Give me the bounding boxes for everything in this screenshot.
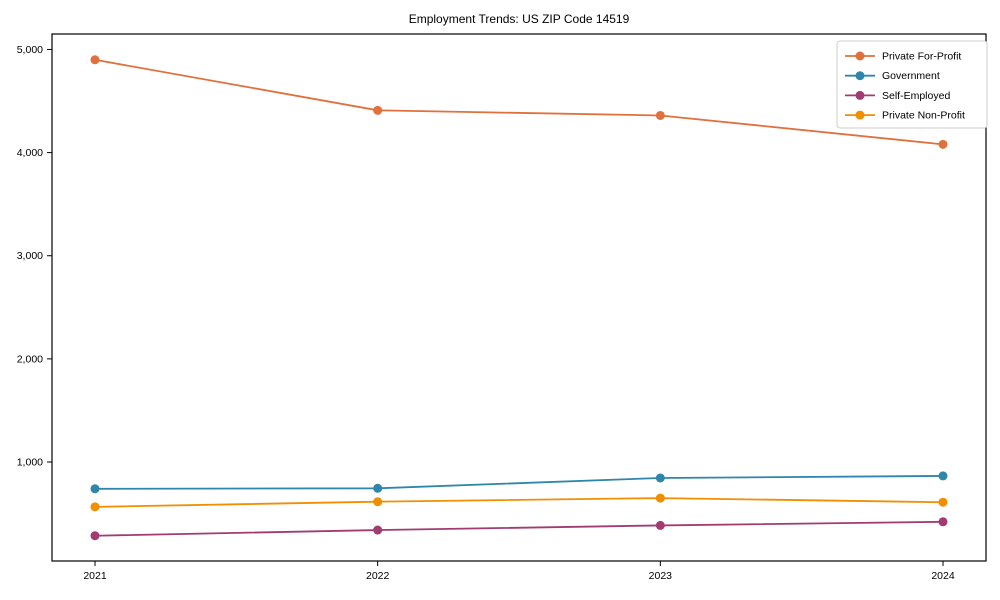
- legend-marker-self-employed: [855, 90, 865, 100]
- x-tick-label: 2024: [931, 570, 955, 582]
- legend-label-government: Government: [882, 70, 940, 82]
- legend-marker-private-for-profit: [855, 51, 865, 61]
- x-tick-label: 2021: [83, 570, 107, 582]
- series-line-self-employed: [94, 520, 944, 537]
- series-marker-government: [373, 483, 383, 493]
- y-tick-label: 2,000: [17, 353, 43, 365]
- series-line-government: [94, 475, 944, 490]
- series-marker-government: [655, 473, 665, 483]
- legend-label-private-non-profit: Private Non-Profit: [882, 110, 965, 122]
- series-marker-self-employed: [373, 525, 383, 535]
- y-tick-label: 5,000: [17, 44, 43, 56]
- series-line-private-for-profit: [94, 58, 944, 146]
- series-marker-private-non-profit: [938, 497, 948, 507]
- series-marker-private-for-profit: [373, 105, 383, 115]
- series-marker-self-employed: [90, 531, 100, 541]
- series-marker-private-non-profit: [373, 497, 383, 507]
- y-tick-label: 3,000: [17, 250, 43, 262]
- legend-label-self-employed: Self-Employed: [882, 90, 950, 102]
- y-tick-label: 1,000: [17, 456, 43, 468]
- series-marker-private-for-profit: [90, 55, 100, 65]
- series-marker-government: [90, 484, 100, 494]
- plot-frame: [51, 33, 987, 562]
- series-marker-self-employed: [938, 517, 948, 527]
- y-tick-label: 4,000: [17, 147, 43, 159]
- x-tick-label: 2022: [366, 570, 390, 582]
- series-marker-government: [938, 471, 948, 481]
- series-marker-self-employed: [655, 520, 665, 530]
- legend-box: [836, 40, 988, 129]
- chart-plot-area: 1,000 2,000 3,000 4,000 5,000 2021 2022 2023 202…: [17, 33, 988, 582]
- series-marker-private-non-profit: [90, 502, 100, 512]
- series-marker-private-for-profit: [938, 139, 948, 149]
- series-line-private-non-profit: [94, 497, 944, 508]
- chart-title: Employment Trends: US ZIP Code 14519: [409, 12, 630, 26]
- x-tick-label: 2023: [649, 570, 673, 582]
- legend-label-private-for-profit: Private For-Profit: [882, 51, 961, 63]
- series-marker-private-non-profit: [655, 493, 665, 503]
- legend-marker-private-non-profit: [855, 110, 865, 120]
- legend-marker-government: [855, 71, 865, 81]
- series-marker-private-for-profit: [655, 110, 665, 120]
